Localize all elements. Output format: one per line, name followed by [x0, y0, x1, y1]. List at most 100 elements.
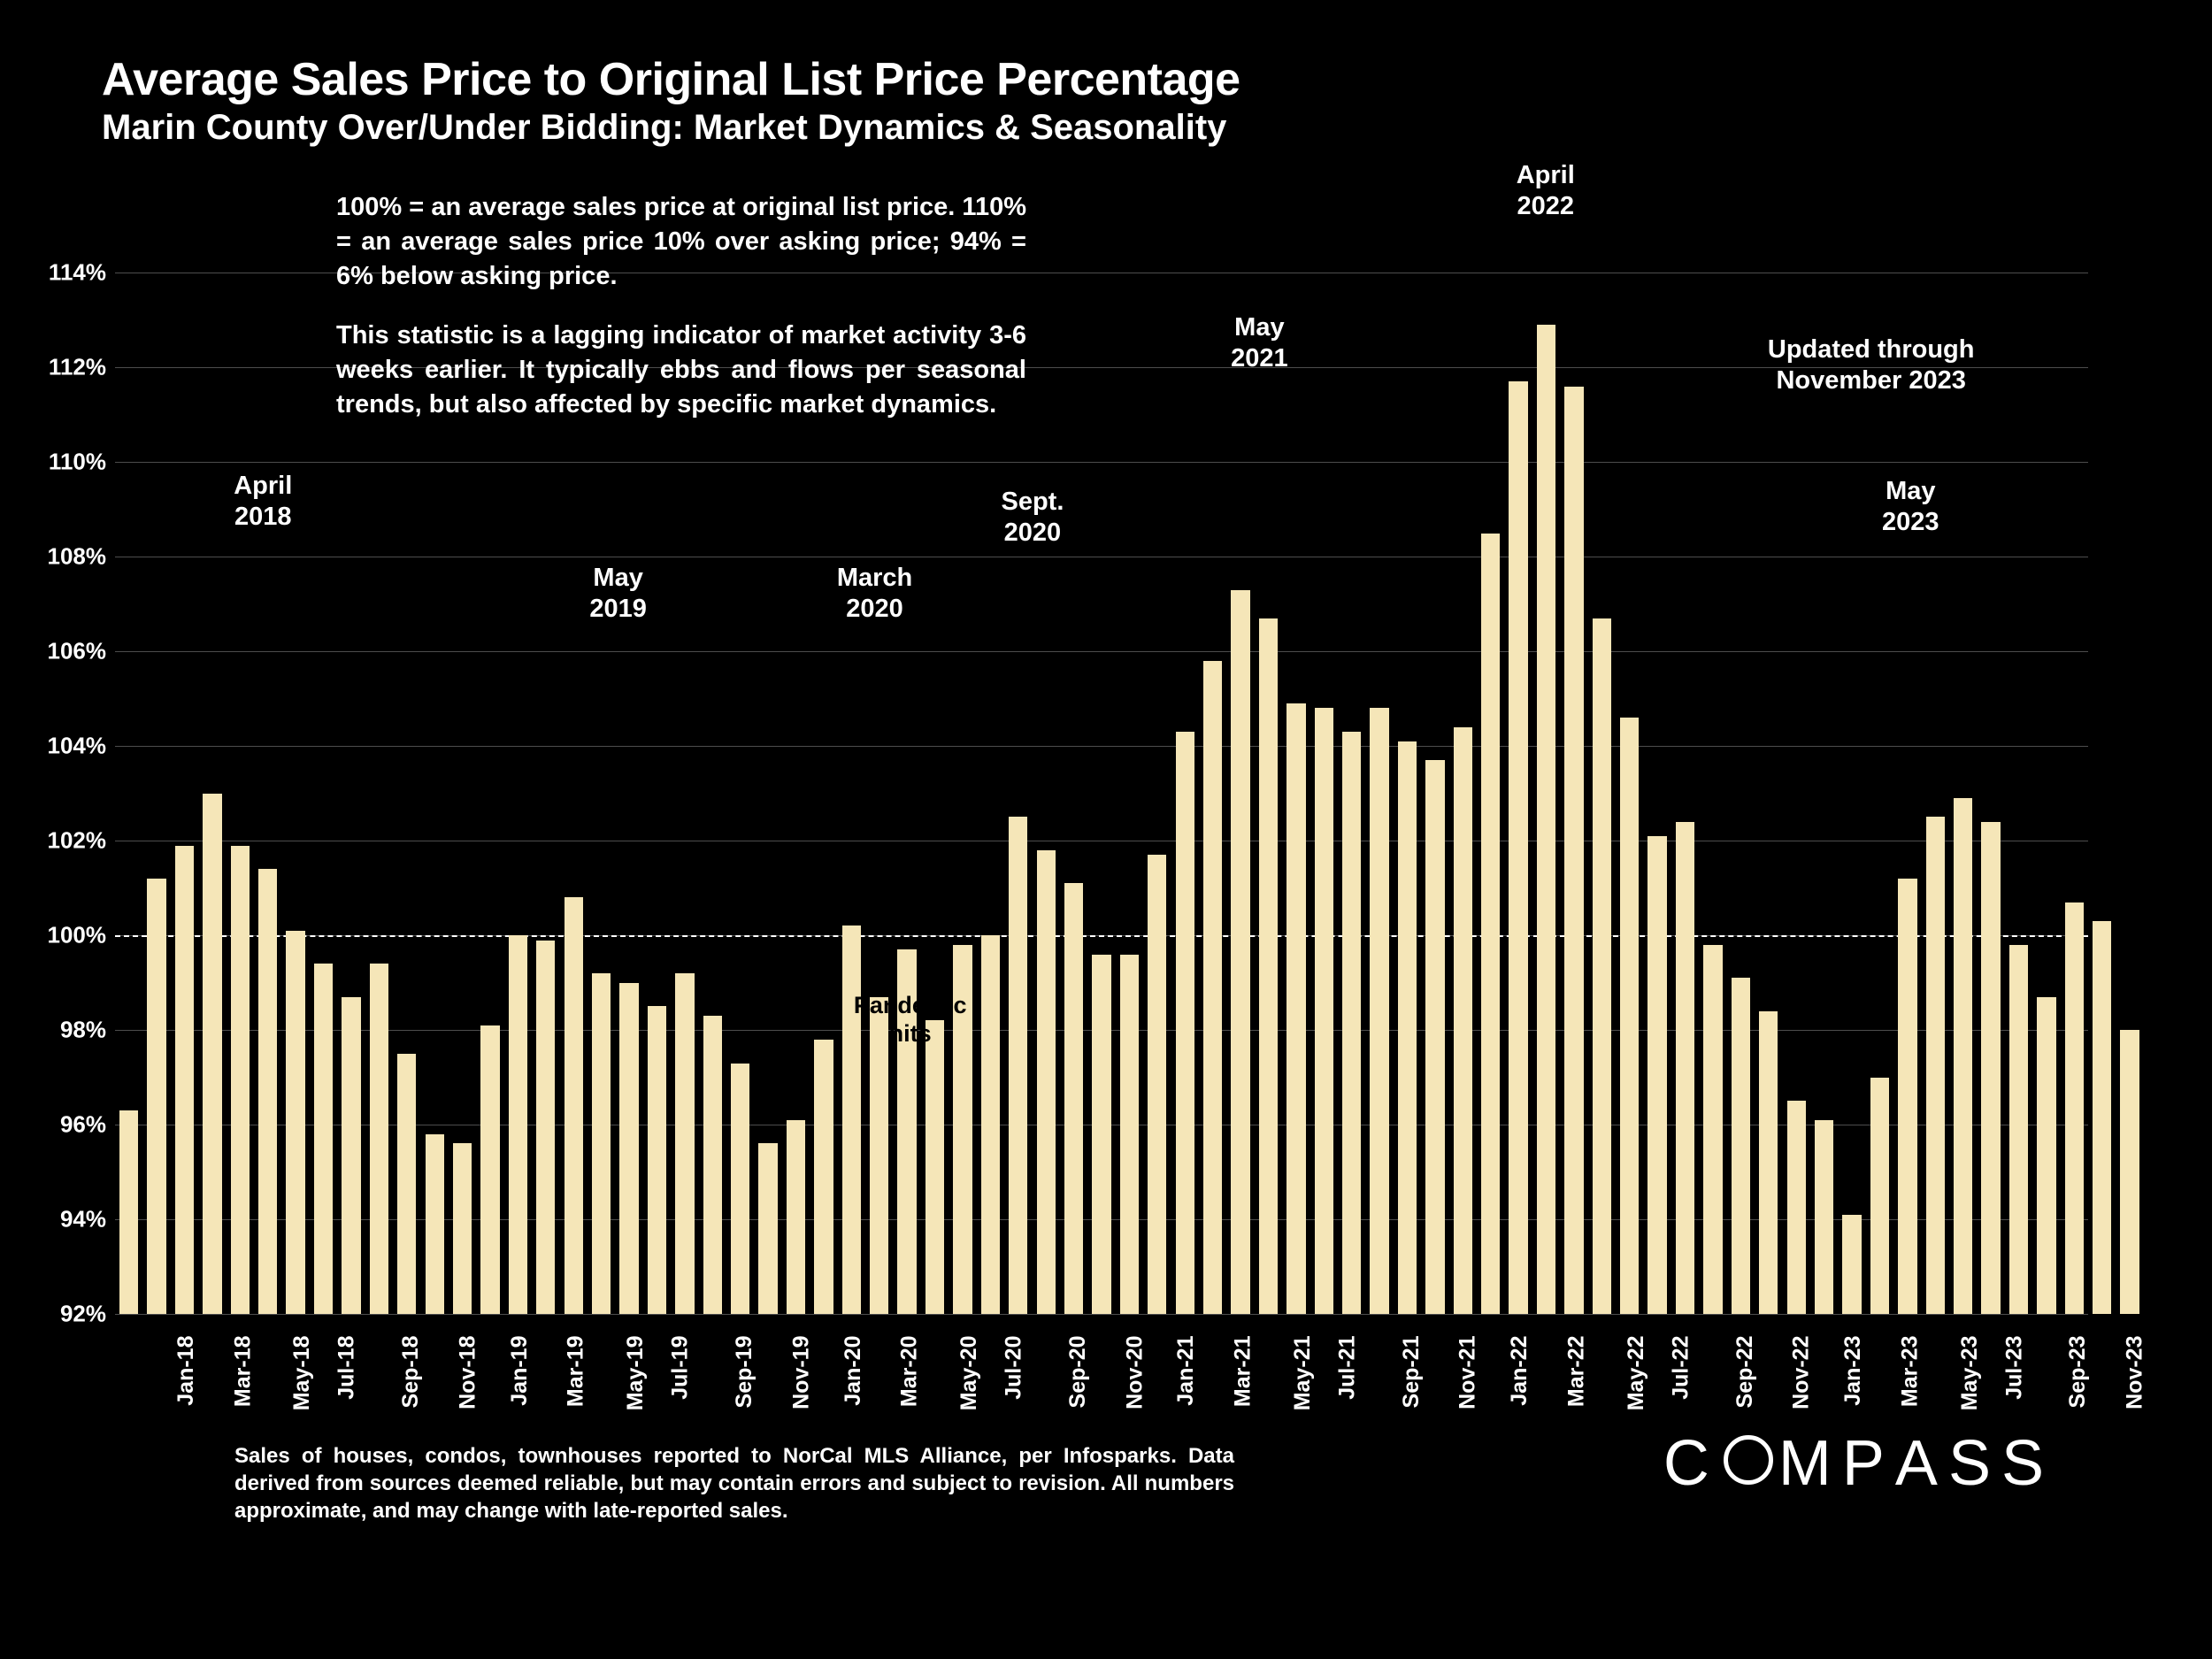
bar	[1537, 325, 1555, 1314]
bar	[1286, 703, 1305, 1314]
x-tick-label: Jan-19	[507, 1336, 533, 1406]
x-tick-label: Sep-23	[2065, 1336, 2091, 1409]
logo-letter: S	[1948, 1427, 2000, 1500]
y-tick-label: 110%	[35, 449, 106, 476]
callout-label: April2018	[234, 471, 292, 533]
bar	[1148, 855, 1166, 1314]
y-tick-label: 108%	[35, 543, 106, 571]
callout-label: April2022	[1517, 160, 1575, 222]
bar	[1954, 798, 1972, 1314]
x-tick-label: Nov-19	[788, 1336, 814, 1409]
x-tick-label: Jan-18	[173, 1336, 199, 1406]
x-tick-label: Mar-23	[1898, 1336, 1924, 1408]
bar	[480, 1025, 499, 1314]
bar	[426, 1134, 444, 1314]
bar	[648, 1006, 666, 1314]
bar	[203, 794, 221, 1314]
bar	[1454, 727, 1472, 1314]
bar	[1593, 618, 1611, 1314]
x-tick-label: Jul-20	[1001, 1336, 1026, 1400]
bar	[286, 931, 304, 1314]
bar	[1926, 817, 1945, 1314]
x-tick-label: Nov-18	[455, 1336, 480, 1409]
bar	[1370, 708, 1388, 1314]
y-tick-label: 96%	[35, 1111, 106, 1139]
x-tick-label: Jan-20	[841, 1336, 866, 1406]
x-tick-label: May-22	[1624, 1336, 1649, 1411]
bar	[1398, 741, 1417, 1314]
x-tick-label: Jul-18	[334, 1336, 359, 1400]
logo-letter: A	[1895, 1427, 1947, 1500]
callout-label: Updated throughNovember 2023	[1768, 334, 1975, 396]
logo-letter: S	[2001, 1427, 2053, 1500]
bar	[1176, 732, 1194, 1314]
chart-title: Average Sales Price to Original List Pri…	[102, 53, 2119, 106]
bar	[981, 935, 1000, 1314]
x-tick-label: Jul-23	[2001, 1336, 2027, 1400]
description-2: This statistic is a lagging indicator of…	[336, 319, 1026, 422]
x-tick-label: Nov-21	[1455, 1336, 1481, 1409]
bar	[926, 1020, 944, 1314]
bar	[1647, 836, 1666, 1314]
y-tick-label: 102%	[35, 827, 106, 855]
x-tick-label: Mar-20	[897, 1336, 923, 1408]
bar	[342, 997, 360, 1314]
gridline	[115, 1314, 2088, 1315]
description-1: 100% = an average sales price at origina…	[336, 190, 1026, 294]
bar	[1259, 618, 1278, 1314]
bar	[1870, 1078, 1889, 1314]
x-tick-label: Nov-23	[2123, 1336, 2148, 1409]
bar	[2065, 902, 2084, 1314]
x-tick-label: May-18	[289, 1336, 315, 1411]
footnote: Sales of houses, condos, townhouses repo…	[234, 1442, 1234, 1525]
x-axis: Jan-18Mar-18May-18Jul-18Sep-18Nov-18Jan-…	[115, 1318, 2088, 1425]
bar	[1203, 661, 1222, 1314]
bar	[1732, 978, 1750, 1314]
callout-label: May2021	[1231, 312, 1288, 374]
bar	[536, 941, 555, 1314]
y-tick-label: 98%	[35, 1017, 106, 1044]
x-tick-label: Mar-18	[230, 1336, 256, 1408]
bar	[1092, 955, 1110, 1314]
bar	[119, 1110, 138, 1314]
bar	[842, 926, 861, 1314]
x-tick-label: May-21	[1290, 1336, 1316, 1411]
callout-label: March2020	[837, 563, 912, 625]
x-tick-label: May-23	[1957, 1336, 1983, 1411]
bar	[2009, 945, 2028, 1314]
x-tick-label: Jul-19	[667, 1336, 693, 1400]
x-tick-label: Jan-23	[1840, 1336, 1866, 1406]
x-tick-label: Sep-22	[1732, 1336, 1758, 1409]
bar	[1315, 708, 1333, 1314]
y-tick-label: 112%	[35, 354, 106, 381]
bar	[2037, 997, 2055, 1314]
bar	[1842, 1215, 1861, 1314]
x-tick-label: May-19	[623, 1336, 649, 1411]
bar	[758, 1143, 777, 1314]
logo-letter: P	[1842, 1427, 1893, 1500]
bar	[1509, 381, 1527, 1314]
bar	[1620, 718, 1639, 1314]
y-tick-label: 114%	[35, 259, 106, 287]
bar	[1120, 955, 1139, 1314]
logo-ring-icon	[1724, 1435, 1773, 1485]
compass-logo: C M P A S S	[1663, 1427, 2053, 1500]
bar	[1981, 822, 2000, 1314]
y-axis: 92%94%96%98%100%102%104%106%108%110%112%…	[35, 226, 106, 1314]
bar	[619, 983, 638, 1314]
logo-letter: M	[1778, 1427, 1840, 1500]
bar	[1425, 760, 1444, 1314]
bar	[1703, 945, 1722, 1314]
bar	[370, 964, 388, 1314]
x-tick-label: Sep-21	[1399, 1336, 1425, 1409]
bar	[675, 973, 694, 1314]
bar	[1037, 850, 1056, 1314]
callout-label: May2023	[1882, 476, 1939, 538]
bar	[731, 1064, 749, 1314]
bar	[1009, 817, 1027, 1314]
bar	[1064, 883, 1083, 1314]
bar	[787, 1120, 805, 1314]
bar	[1898, 879, 1916, 1314]
bar	[1787, 1101, 1806, 1314]
callout-label: Sept.2020	[1001, 487, 1064, 549]
